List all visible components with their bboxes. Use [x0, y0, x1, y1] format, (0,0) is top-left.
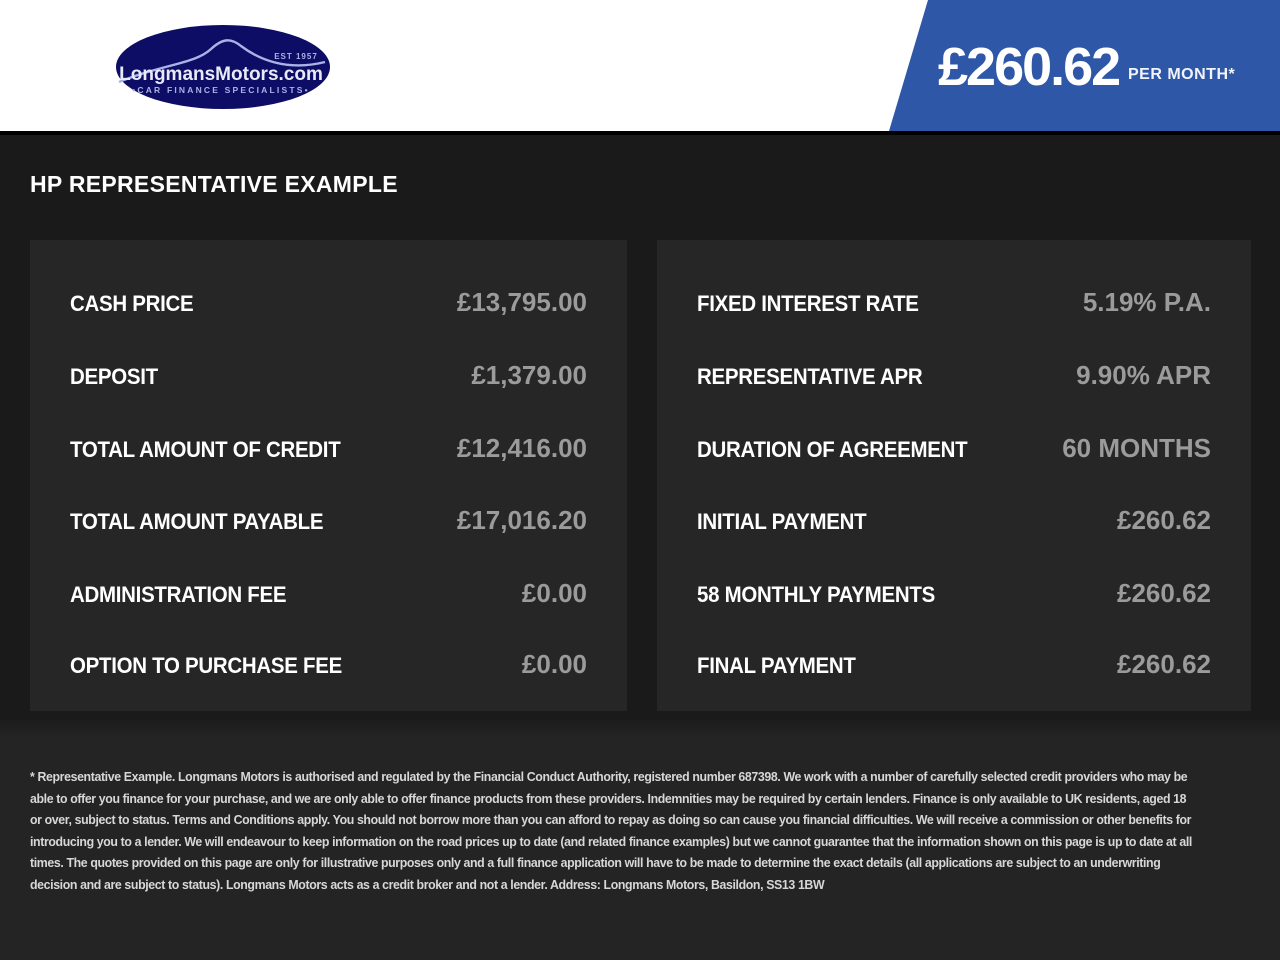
svg-text:LongmansMotors.com: LongmansMotors.com [119, 64, 323, 85]
svg-text:•CAR FINANCE SPECIALISTS•: •CAR FINANCE SPECIALISTS• [132, 85, 310, 95]
svg-text:EST 1957: EST 1957 [274, 52, 318, 61]
